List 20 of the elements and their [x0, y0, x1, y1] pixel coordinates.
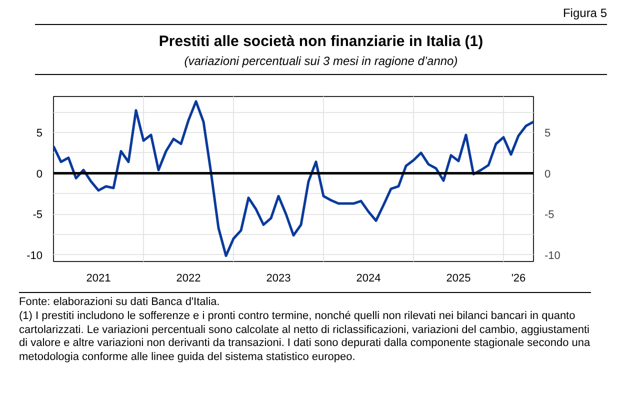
x-tick-label: 2024	[356, 272, 381, 284]
text: Figura 5	[35, 5, 607, 26]
y-tick-label: 0	[36, 168, 43, 180]
line-series	[54, 100, 534, 258]
chart-subtitle: (variazioni percentuali sui 3 mesi in ragione d’anno)	[35, 52, 607, 75]
y2-tick-label: 0	[544, 168, 551, 180]
y-tick-label: 5	[36, 127, 43, 140]
chart-title: Prestiti alle società non finanziarie in Italia (1)	[158, 32, 484, 52]
x-tick-label: 2021	[86, 272, 111, 284]
y2-tick-label: 5	[544, 127, 551, 140]
x-tick-label: 2025	[446, 272, 471, 284]
y2-tick-label: -5	[544, 209, 554, 222]
y-tick-label: -5	[32, 209, 42, 222]
x-tick-label: 2022	[176, 272, 201, 284]
y2-tick-label: -10	[544, 250, 560, 262]
source-note: Fonte: elaborazioni su dati Banca d'Italia.	[19, 296, 221, 310]
y-tick-label: -10	[26, 250, 43, 262]
x-tick-label: '26	[511, 272, 526, 284]
x-tick-label: 2023	[266, 272, 291, 284]
text: (1) I prestiti includono le sofferenze e i pronti contro termine, nonché quelli non rilevati nei bilanci bancari in quanto cartolarizzati. Le variazioni percentuali sono calcolate al netto di riclassificazioni, variazioni del cambio, aggiustamenti di valore e altre variazioni non derivanti da transazioni. I dati sono depurati dalla componente stagionale secondo una metodologia conforme alle linee guida del sistema statistico europeo.	[19, 310, 591, 365]
